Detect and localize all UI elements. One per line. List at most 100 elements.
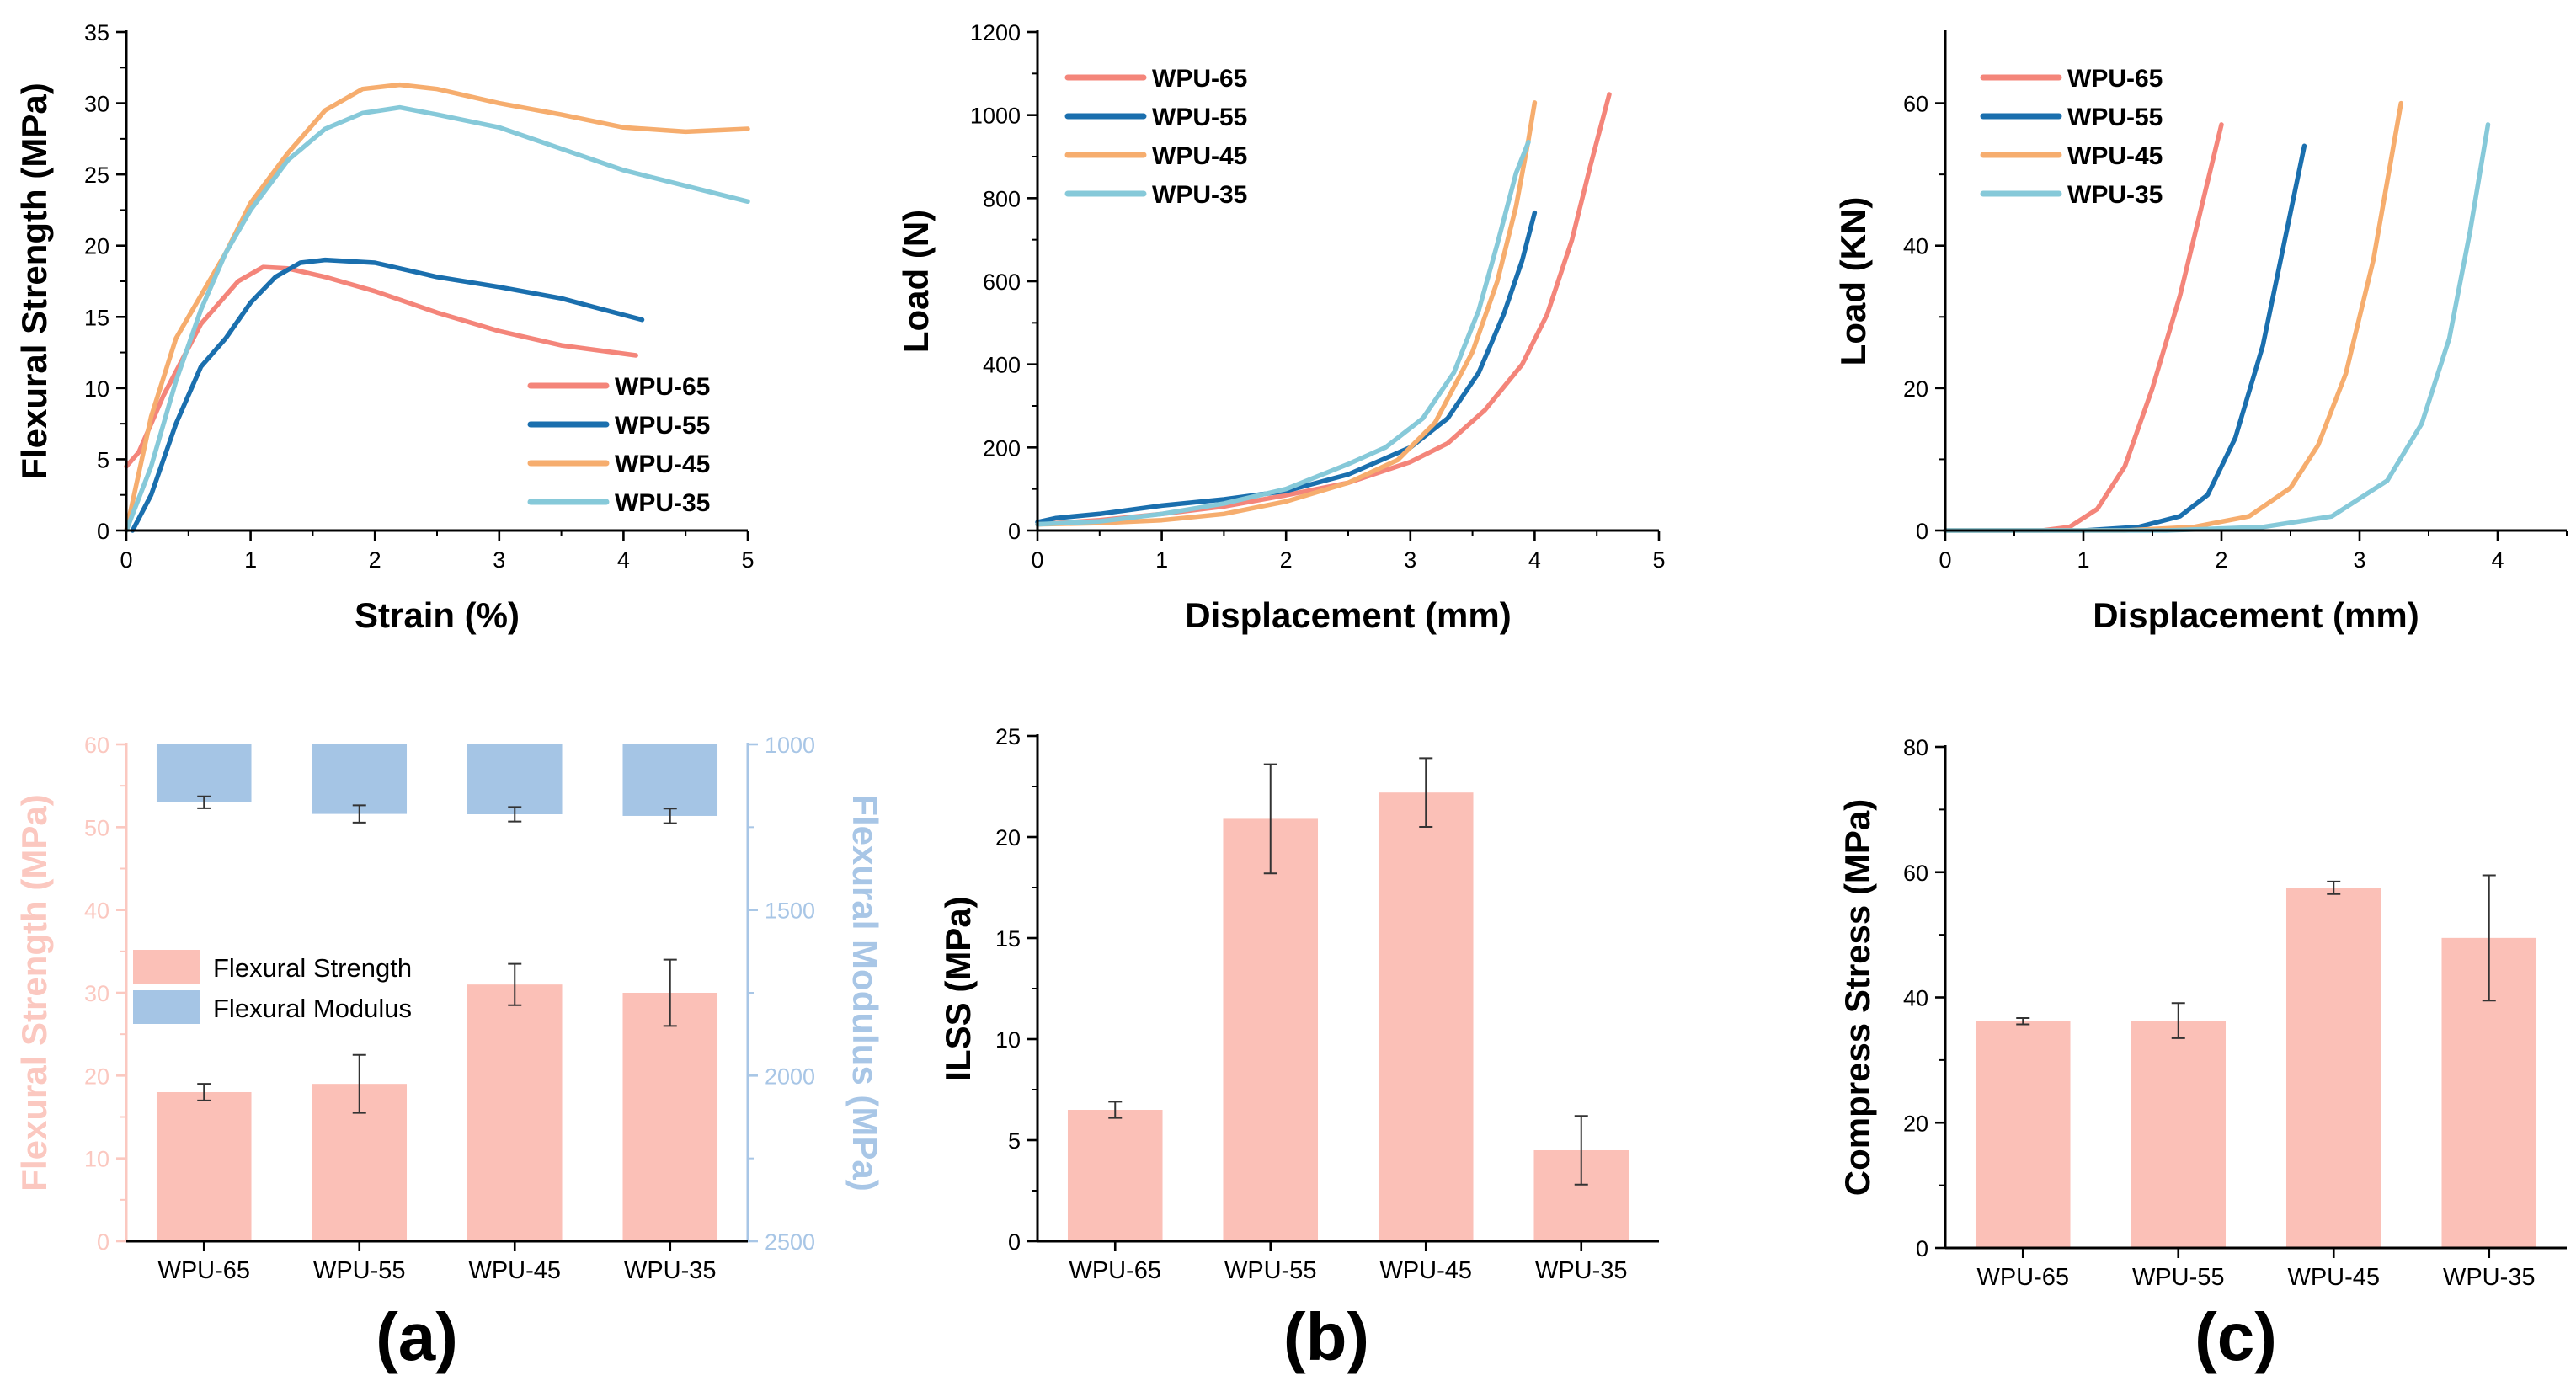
- modulus-bar-wpu-35: [622, 744, 718, 816]
- series-line-wpu-35: [1943, 122, 2491, 533]
- y-tick-label: 10: [84, 1147, 109, 1172]
- bar-wpu-55: [1223, 818, 1319, 1241]
- x-tick-label: 1: [2077, 547, 2089, 573]
- y2-tick-label: 1500: [765, 898, 815, 924]
- y-axis-label: Load (N): [896, 210, 936, 353]
- y-tick-label: 25: [995, 724, 1021, 749]
- bar-wpu-55: [2131, 1021, 2227, 1248]
- strength-bar-wpu-65: [156, 1092, 252, 1241]
- bar-wpu-65: [1067, 1110, 1163, 1241]
- series-line-wpu-45: [124, 82, 750, 533]
- x-tick-label: WPU-35: [2443, 1264, 2536, 1291]
- series-line-wpu-45: [1035, 100, 1538, 527]
- legend-label: WPU-55: [2067, 104, 2163, 131]
- y-tick-label: 0: [1916, 1236, 1928, 1261]
- y-tick-label: 0: [1008, 519, 1021, 544]
- panel-load-displacement-n: 0 200 400 600 800 1000 1200 0 1 2 3 4 5 Displacement …: [896, 20, 1666, 635]
- x-tick-label: WPU-55: [2132, 1264, 2225, 1291]
- bar-wpu-65: [1975, 1021, 2071, 1248]
- x-tick-label: 5: [741, 547, 754, 573]
- x-tick-label: 0: [1939, 547, 1951, 573]
- x-axis-label: Displacement (mm): [1185, 595, 1511, 635]
- x-tick-label: 3: [493, 547, 505, 573]
- x-tick-label: WPU-35: [624, 1257, 717, 1284]
- legend-label: WPU-35: [615, 489, 710, 517]
- y-axis-label: Load (KN): [1833, 197, 1873, 366]
- y-tick-label: 30: [84, 981, 109, 1006]
- legend-label: Flexural Modulus: [213, 994, 412, 1023]
- series-line-wpu-35: [124, 104, 750, 533]
- legend-label: WPU-55: [615, 412, 710, 440]
- y-tick-label: 20: [1903, 1111, 1928, 1136]
- y-axis-label: Compress Stress (MPa): [1837, 799, 1877, 1197]
- panel-b-ilss-bars: 0 5 10 15 20 25 WPU-65 WPU-55 WPU-45 WPU-35 ILSS (…: [938, 724, 1659, 1284]
- y-tick-label: 50: [84, 815, 109, 840]
- y-tick-label: 30: [84, 92, 109, 117]
- panel-a-flexural-bars: 0 10 20 30 40 50 60 1000 1500 2000 2500 WPU-65 WPU-5…: [14, 733, 885, 1284]
- x-tick-label: 0: [1031, 547, 1043, 573]
- legend-label: WPU-45: [2067, 142, 2163, 170]
- y-tick-label: 0: [1008, 1229, 1021, 1255]
- legend-label: WPU-35: [1152, 181, 1247, 209]
- modulus-bar-wpu-45: [467, 744, 563, 814]
- y-tick-label: 80: [1903, 735, 1928, 760]
- y-tick-label: 200: [983, 435, 1021, 461]
- x-tick-label: WPU-55: [313, 1257, 406, 1284]
- x-tick-label: 3: [2353, 547, 2365, 573]
- y-tick-label: 40: [84, 898, 109, 924]
- y-tick-label: 15: [995, 926, 1021, 952]
- x-tick-label: 2: [2215, 547, 2227, 573]
- y-tick-label: 20: [995, 825, 1021, 850]
- y-tick-label: 1000: [970, 104, 1021, 129]
- x-tick-label: 4: [1528, 547, 1541, 573]
- panel-load-displacement-kn: 0 20 40 60 0 1 2 3 4 Displacement (mm) Load (KN) WP…: [1833, 30, 2568, 635]
- y2-axis-label: Flexural Modulus (MPa): [845, 794, 885, 1191]
- y-tick-label: 600: [983, 269, 1021, 295]
- legend-label: WPU-65: [615, 373, 710, 401]
- x-tick-label: WPU-45: [468, 1257, 561, 1284]
- panel-label-b: (b): [1283, 1299, 1369, 1374]
- x-tick-label: 4: [2491, 547, 2504, 573]
- legend-label: WPU-35: [2067, 181, 2163, 209]
- legend-label: WPU-55: [1152, 104, 1247, 131]
- x-axis-label: Displacement (mm): [2093, 595, 2419, 635]
- series-line-wpu-55: [130, 257, 645, 533]
- x-tick-label: WPU-65: [157, 1257, 250, 1284]
- bar-wpu-45: [2285, 888, 2381, 1248]
- series-line-wpu-35: [1035, 139, 1531, 527]
- x-axis-label: Strain (%): [355, 595, 520, 635]
- x-tick-label: WPU-45: [2287, 1264, 2380, 1291]
- strength-bar-wpu-45: [467, 984, 563, 1241]
- y2-tick-label: 2000: [765, 1064, 815, 1089]
- y-tick-label: 15: [84, 305, 109, 330]
- y-tick-label: 35: [84, 20, 109, 45]
- x-tick-label: 4: [617, 547, 630, 573]
- x-tick-label: 5: [1652, 547, 1665, 573]
- x-tick-label: WPU-35: [1535, 1257, 1628, 1284]
- modulus-bar-wpu-65: [156, 744, 252, 802]
- x-tick-label: 0: [120, 547, 132, 573]
- y-axis-label: Flexural Strength (MPa): [14, 794, 54, 1191]
- legend-label: WPU-45: [1152, 142, 1247, 170]
- y-tick-label: 20: [1903, 376, 1928, 402]
- y-tick-label: 20: [84, 234, 109, 259]
- y-tick-label: 60: [1903, 92, 1928, 117]
- panel-flexural-curves: 0 5 10 15 20 25 30 35 0 1 2 3 4 5 Strain (%) Flexural S…: [14, 20, 755, 635]
- y-tick-label: 10: [84, 376, 109, 402]
- y-axis-label: Flexural Strength (MPa): [14, 83, 54, 479]
- strength-bar-wpu-35: [622, 993, 718, 1241]
- y-tick-label: 800: [983, 186, 1021, 211]
- y-tick-label: 0: [97, 519, 109, 544]
- x-tick-label: 2: [369, 547, 381, 573]
- y-tick-label: 400: [983, 353, 1021, 378]
- legend-label: WPU-65: [2067, 65, 2163, 93]
- x-tick-label: 1: [244, 547, 257, 573]
- x-tick-label: WPU-65: [1069, 1257, 1161, 1284]
- x-tick-label: 2: [1280, 547, 1293, 573]
- y-tick-label: 60: [84, 733, 109, 758]
- legend-label: WPU-65: [1152, 65, 1247, 93]
- series-line-wpu-55: [1035, 210, 1538, 525]
- x-tick-label: WPU-45: [1379, 1257, 1472, 1284]
- panel-c-compress-bars: 0 20 40 60 80 WPU-65 WPU-55 WPU-45 WPU-35 Compres…: [1837, 735, 2567, 1291]
